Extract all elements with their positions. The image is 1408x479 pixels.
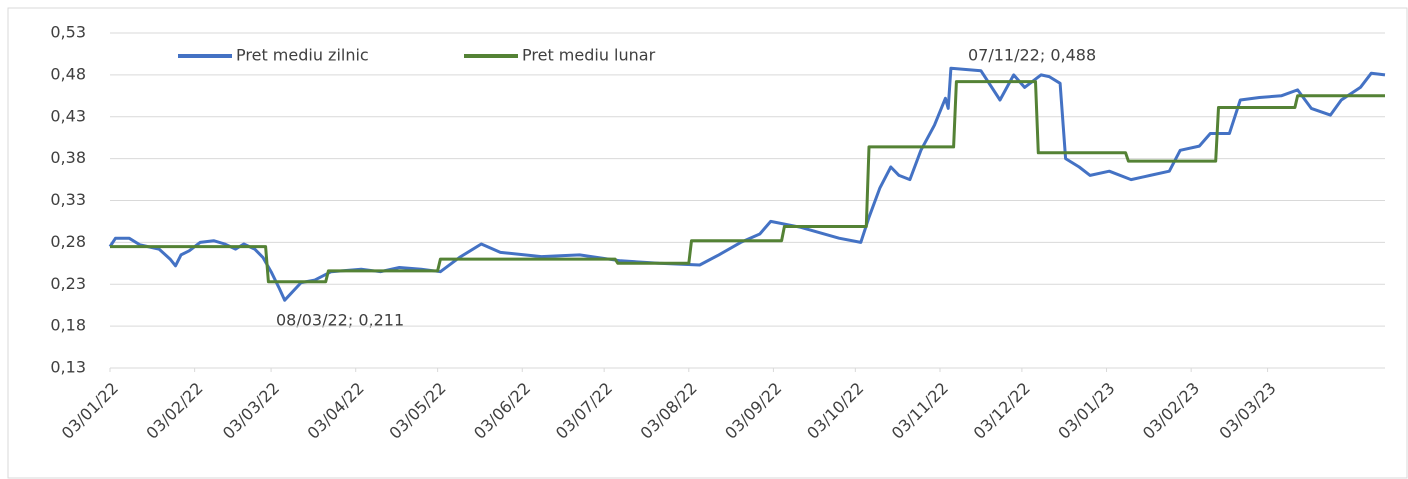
y-tick-label: 0,33 [50,190,86,209]
y-tick-label: 0,53 [50,23,86,42]
y-tick-label: 0,43 [50,106,86,125]
y-tick-label: 0,13 [50,358,86,377]
legend-label: Pret mediu lunar [522,46,656,65]
series-line [108,66,1386,302]
y-tick-label: 0,48 [50,64,86,83]
annotation: 08/03/22; 0,211 [276,311,404,330]
y-tick-label: 0,38 [50,148,86,167]
series-line [110,80,1385,284]
y-tick-label: 0,23 [50,274,86,293]
y-tick-label: 0,28 [50,232,86,251]
annotation: 07/11/22; 0,488 [968,46,1096,65]
y-tick-label: 0,18 [50,316,86,335]
legend-label: Pret mediu zilnic [236,46,369,65]
chart-border [7,7,1408,479]
